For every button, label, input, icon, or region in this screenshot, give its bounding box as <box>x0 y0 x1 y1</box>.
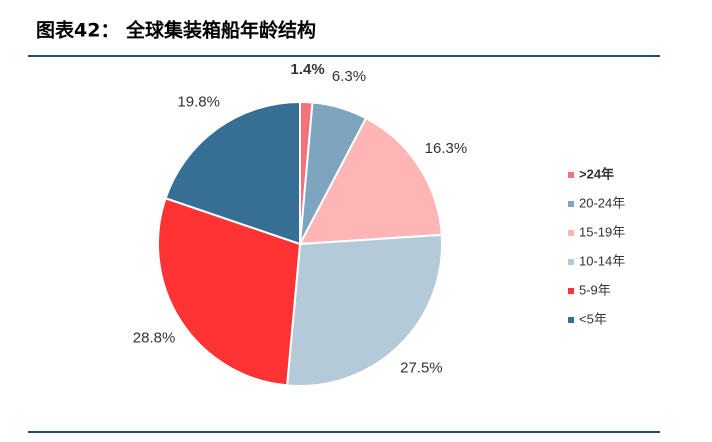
legend-label: >24年 <box>579 166 614 181</box>
legend-swatch <box>568 201 574 207</box>
legend-label: 5-9年 <box>579 282 611 297</box>
pie-slice <box>298 116 443 246</box>
legend-swatch <box>568 288 574 294</box>
data-label: 27.5% <box>400 360 443 377</box>
data-label: 1.4% <box>291 61 325 78</box>
legend-swatch <box>568 259 574 265</box>
legend-swatch <box>568 317 574 323</box>
pie-slice <box>164 100 301 246</box>
data-label: 6.3% <box>332 68 366 85</box>
data-label: 28.8% <box>133 330 176 347</box>
data-label: 19.8% <box>177 93 220 110</box>
chart-title: 图表42： 全球集装箱船年龄结构 <box>36 19 316 42</box>
pie-slice <box>157 196 302 387</box>
data-label: 16.3% <box>425 140 468 157</box>
legend-swatch <box>568 172 574 178</box>
legend-label: 20-24年 <box>579 195 625 210</box>
pie-slice <box>286 233 443 387</box>
legend-label: 10-14年 <box>579 253 625 268</box>
legend-label: 15-19年 <box>579 224 625 239</box>
legend-label: <5年 <box>579 311 607 326</box>
legend-swatch <box>568 230 574 236</box>
